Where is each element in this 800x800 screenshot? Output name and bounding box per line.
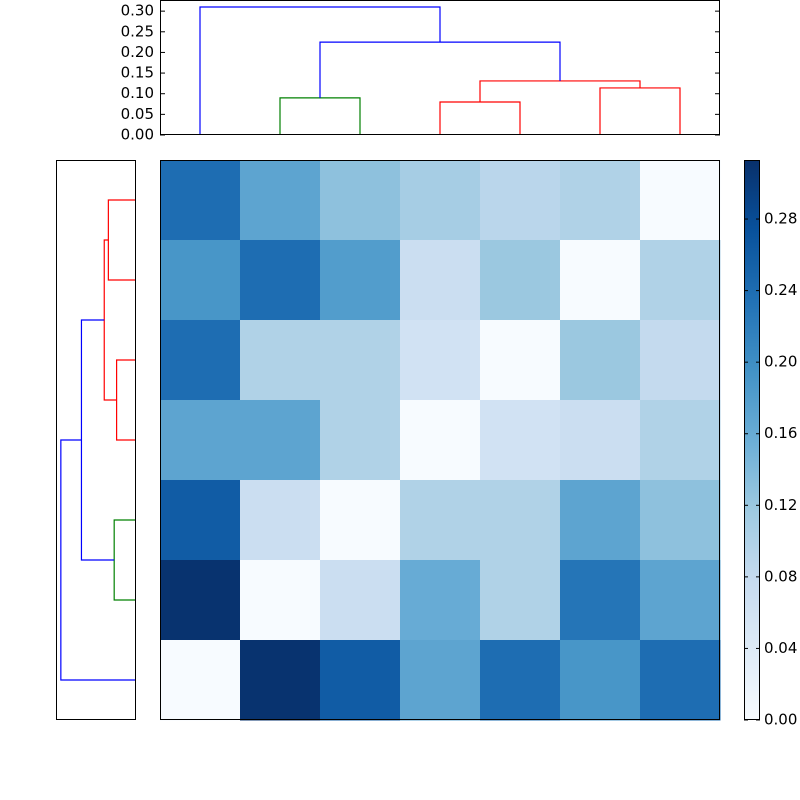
- heatmap-cell: [240, 480, 321, 561]
- heatmap-cell: [160, 160, 241, 241]
- heatmap-cell: [640, 480, 721, 561]
- y-tick-label: 0.25: [121, 22, 154, 40]
- heatmap-cell: [640, 640, 721, 721]
- y-tick-label: 0.15: [121, 64, 154, 82]
- heatmap-cell: [160, 640, 241, 721]
- colorbar-tick-label: 0.20: [764, 353, 797, 371]
- heatmap-cell: [240, 240, 321, 321]
- heatmap-cell: [320, 400, 401, 481]
- heatmap-cell: [560, 640, 641, 721]
- axes-frame: [160, 160, 720, 720]
- colorbar-tick-label: 0.24: [764, 281, 797, 299]
- colorbar-tick-label: 0.28: [764, 210, 797, 228]
- colorbar-tick-label: 0.16: [764, 424, 797, 442]
- heatmap-cell: [640, 240, 721, 321]
- heatmap-cell: [400, 640, 481, 721]
- heatmap-cell: [160, 560, 241, 641]
- heatmap-cell: [320, 640, 401, 721]
- heatmap-cell: [320, 320, 401, 401]
- dendrogram-link: [60, 439, 136, 681]
- heatmap-cell: [560, 400, 641, 481]
- colorbar-tick-label: 0.08: [764, 567, 797, 585]
- heatmap-cell: [160, 400, 241, 481]
- heatmap-cell: [320, 480, 401, 561]
- dendrogram-link: [199, 6, 441, 135]
- heatmap-cell: [320, 160, 401, 241]
- colorbar-tick-label: 0.04: [764, 639, 797, 657]
- heatmap-cell: [640, 160, 721, 241]
- heatmap-cell: [480, 480, 561, 561]
- heatmap-cell: [400, 480, 481, 561]
- heatmap-cell: [400, 240, 481, 321]
- colorbar-tick-label: 0.12: [764, 496, 797, 514]
- heatmap-cell: [480, 240, 561, 321]
- heatmap-cell: [560, 560, 641, 641]
- heatmap-cell: [640, 560, 721, 641]
- heatmap-cell: [560, 160, 641, 241]
- heatmap-cell: [480, 320, 561, 401]
- heatmap-cell: [240, 560, 321, 641]
- axes-frame: [744, 160, 760, 720]
- y-tick-label: 0.20: [121, 43, 154, 61]
- heatmap-cell: [240, 160, 321, 241]
- heatmap-cell: [400, 400, 481, 481]
- y-tick-label: 0.30: [121, 2, 154, 20]
- heatmap-cell: [160, 320, 241, 401]
- heatmap-cell: [640, 320, 721, 401]
- y-tick-label: 0.05: [121, 105, 154, 123]
- heatmap-cell: [240, 320, 321, 401]
- heatmap-cell: [400, 320, 481, 401]
- heatmap-cell: [240, 400, 321, 481]
- heatmap-cell: [640, 400, 721, 481]
- heatmap-cell: [480, 640, 561, 721]
- heatmap-cell: [560, 480, 641, 561]
- heatmap-cell: [560, 240, 641, 321]
- colorbar-tick-label: 0.00: [764, 711, 797, 729]
- colorbar: [744, 160, 760, 720]
- heatmap-cell: [320, 560, 401, 641]
- heatmap-cell: [160, 240, 241, 321]
- y-tick-label: 0.10: [121, 84, 154, 102]
- heatmap-cell: [160, 480, 241, 561]
- axes-frame: [160, 0, 720, 135]
- y-tick-label: 0.00: [121, 126, 154, 144]
- heatmap-cell: [320, 240, 401, 321]
- heatmap-cell: [560, 320, 641, 401]
- heatmap-cell: [400, 160, 481, 241]
- heatmap-cell: [400, 560, 481, 641]
- axes-frame: [56, 160, 136, 720]
- heatmap-cell: [480, 560, 561, 641]
- heatmap-cell: [480, 160, 561, 241]
- heatmap-cell: [240, 640, 321, 721]
- heatmap-cell: [480, 400, 561, 481]
